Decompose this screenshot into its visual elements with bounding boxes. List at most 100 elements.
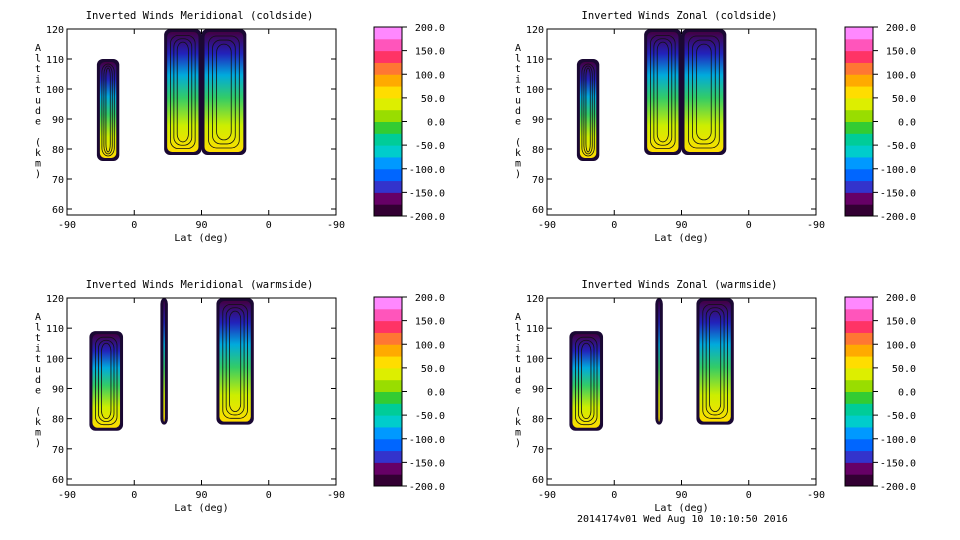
contour-region-fill [684,32,724,152]
colorbar-swatch [845,391,873,404]
colorbar-swatch [374,109,402,122]
colorbar-swatch [845,320,873,333]
colorbar-swatch [845,27,873,40]
chart-title: Inverted Winds Zonal (coldside) [582,10,778,22]
x-tick-label: -90 [807,220,825,231]
y-tick-label: 70 [532,175,544,186]
colorbar-swatch [845,426,873,440]
colorbar-swatch [845,474,873,487]
y-tick-label: 80 [52,415,64,426]
contour-region-fill [579,62,597,158]
colorbar-swatch [845,38,873,52]
colorbar-tick-label: 50.0 [892,364,916,375]
colorbar-tick-label: -200.0 [409,482,445,493]
colorbar-tick-label: 0.0 [427,388,445,399]
contour-line [101,63,115,157]
y-tick-label: 110 [526,55,544,66]
contour-line [702,303,728,419]
contour-line [709,310,722,412]
colorbar-swatch [845,356,873,369]
colorbar-swatch [374,391,402,404]
colorbar-tick-label: -50.0 [415,141,445,152]
y-tick-label: 60 [52,475,64,486]
colorbar-swatch [845,121,873,134]
x-axis-label: Lat (deg) [174,233,228,244]
colorbar-swatch [845,50,873,63]
y-tick-label: 90 [532,115,544,126]
contour-line [173,38,193,146]
colorbar-swatch [374,320,402,333]
x-axis-label: Lat (deg) [654,503,708,514]
chart-panel-4: -90 0 90 0 -90 60 70 80 90 100 110 120 Inverted Wind… [515,279,916,514]
x-tick-label: 90 [675,220,687,231]
colorbar-swatch [845,344,873,357]
chart-panel-3: -90 0 90 0 -90 60 70 80 90 100 110 120 Inverted Wind… [35,279,445,514]
colorbar-swatch [845,415,873,428]
colorbar-tick-label: 100.0 [415,70,445,81]
x-axis-label: Lat (deg) [654,233,708,244]
colorbar-swatch [374,168,402,182]
x-tick-label: -90 [58,490,76,501]
y-tick-label: 80 [52,145,64,156]
contour-line [656,41,669,143]
contour-line [103,65,113,155]
colorbar-swatch [845,97,873,111]
colorbar-tick-label: 100.0 [415,340,445,351]
contour-region-fill [92,334,121,428]
colorbar-tick-label: 0.0 [427,118,445,129]
contour-region-fill [572,334,601,428]
colorbar-tick-label: 0.0 [898,118,916,129]
colorbar-tick-label: 200.0 [415,293,445,304]
colorbar-swatch [374,180,402,193]
y-tick-label: 100 [526,85,544,96]
x-tick-label: 90 [195,490,207,501]
colorbar-tick-label: 50.0 [892,94,916,105]
y-tick-label: 70 [52,445,64,456]
colorbar-swatch [845,450,873,463]
contour-line [581,342,592,420]
colorbar-tick-label: 150.0 [415,47,445,58]
y-tick-label: 100 [46,85,64,96]
colorbar-swatch [374,332,402,345]
colorbar-swatch [374,379,402,392]
x-tick-label: -90 [58,220,76,231]
colorbar-tick-label: -150.0 [409,188,445,199]
x-tick-label: 0 [131,490,137,501]
contour-region [164,29,202,155]
colorbar-swatch [374,145,402,158]
contour-region [644,29,682,155]
x-tick-label: -90 [327,490,345,501]
chart-title: Inverted Winds Zonal (warmside) [582,279,778,291]
x-tick-label: 0 [746,220,752,231]
contour-region [696,298,734,425]
colorbar-tick-label: 0.0 [898,388,916,399]
contour-line [575,336,598,426]
contour-region-fill [163,301,165,422]
colorbar-swatch [374,426,402,440]
y-tick-label: 120 [46,294,64,305]
colorbar-swatch [374,27,402,40]
x-tick-label: -90 [538,490,556,501]
contour-region-fill [699,301,731,422]
colorbar-swatch [845,379,873,392]
y-tick-label: 60 [532,475,544,486]
colorbar-tick-label: 100.0 [886,70,916,81]
colorbar-tick-label: 50.0 [421,94,445,105]
x-tick-label: 0 [266,490,272,501]
contour-region-fill [647,32,679,152]
contour-line [696,43,712,141]
contour-region-fill [167,32,199,152]
colorbar-swatch [845,156,873,170]
colorbar: 200.0 150.0 100.0 50.0 0.0 -50.0 -100.0 -150.0 -… [844,23,916,223]
contour-region [96,59,120,161]
colorbar-swatch [374,356,402,369]
y-tick-label: 120 [526,294,544,305]
colorbar-tick-label: -100.0 [880,165,916,176]
contour-line [583,65,593,155]
colorbar-swatch [845,62,873,75]
colorbar-swatch [845,367,873,381]
colorbar-tick-label: -100.0 [409,165,445,176]
colorbar-swatch [374,86,402,99]
contour-line [170,34,196,150]
colorbar-tick-label: 150.0 [886,317,916,328]
